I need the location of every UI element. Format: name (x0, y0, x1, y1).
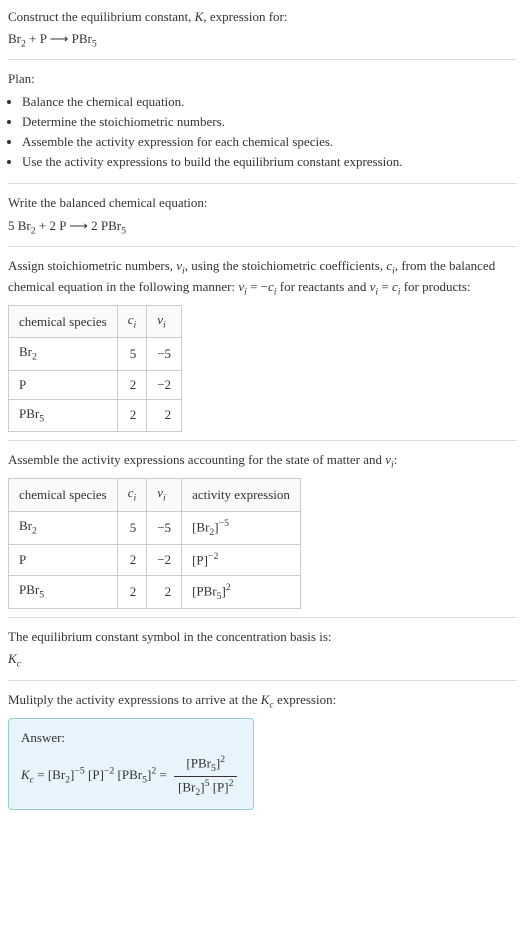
col-species: chemical species (9, 306, 118, 338)
cell-ci: 5 (117, 338, 147, 370)
activity-intro: Assemble the activity expressions accoun… (8, 451, 517, 472)
cell-vi: 2 (147, 399, 182, 431)
multiply-section: Mulitply the activity expressions to arr… (8, 691, 517, 819)
ksymbol-section: The equilibrium constant symbol in the c… (8, 628, 517, 680)
cell-species: PBr5 (9, 575, 118, 609)
answer-denominator: [Br2]5 [P]2 (174, 777, 237, 800)
cell-ci: 2 (117, 399, 147, 431)
header-line1: Construct the equilibrium constant, K, e… (8, 8, 517, 26)
plan-section: Plan: Balance the chemical equation. Det… (8, 70, 517, 184)
header-section: Construct the equilibrium constant, K, e… (8, 8, 517, 60)
stoich-table: chemical species ci νi Br2 5 −5 P 2 −2 P… (8, 305, 182, 432)
cell-ci: 5 (117, 511, 147, 545)
cell-species: Br2 (9, 338, 118, 370)
cell-vi: −5 (147, 511, 182, 545)
cell-vi: −2 (147, 370, 182, 399)
table-row: PBr5 2 2 (9, 399, 182, 431)
unbalanced-equation: Br2 + P ⟶ PBr5 (8, 30, 517, 51)
answer-label: Answer: (21, 729, 241, 747)
table-row: Br2 5 −5 [Br2]−5 (9, 511, 301, 545)
cell-species: P (9, 545, 118, 576)
cell-species: Br2 (9, 511, 118, 545)
answer-equation: Kc = [Br2]−5 [P]−2 [PBr5]2 = [PBr5]2[Br2… (21, 753, 241, 799)
col-activity: activity expression (182, 479, 301, 511)
activity-table: chemical species ci νi activity expressi… (8, 478, 301, 609)
answer-lhs: Kc = [Br2]−5 [P]−2 [PBr5]2 = (21, 767, 170, 782)
col-vi: νi (147, 479, 182, 511)
answer-fraction: [PBr5]2[Br2]5 [P]2 (174, 753, 237, 799)
cell-species: PBr5 (9, 399, 118, 431)
col-vi: νi (147, 306, 182, 338)
table-row: P 2 −2 (9, 370, 182, 399)
cell-activity: [PBr5]2 (182, 575, 301, 609)
cell-species: P (9, 370, 118, 399)
cell-vi: −5 (147, 338, 182, 370)
balanced-section: Write the balanced chemical equation: 5 … (8, 194, 517, 246)
answer-numerator: [PBr5]2 (174, 753, 237, 777)
activity-section: Assemble the activity expressions accoun… (8, 451, 517, 618)
cell-vi: −2 (147, 545, 182, 576)
cell-ci: 2 (117, 575, 147, 609)
cell-activity: [Br2]−5 (182, 511, 301, 545)
stoich-intro: Assign stoichiometric numbers, νi, using… (8, 257, 517, 299)
plan-list: Balance the chemical equation. Determine… (8, 93, 517, 172)
cell-ci: 2 (117, 545, 147, 576)
table-row: P 2 −2 [P]−2 (9, 545, 301, 576)
cell-vi: 2 (147, 575, 182, 609)
table-row: PBr5 2 2 [PBr5]2 (9, 575, 301, 609)
col-ci: ci (117, 306, 147, 338)
plan-title: Plan: (8, 70, 517, 88)
cell-ci: 2 (117, 370, 147, 399)
col-species: chemical species (9, 479, 118, 511)
ksymbol-value: Kc (8, 650, 517, 671)
ksymbol-line: The equilibrium constant symbol in the c… (8, 628, 517, 646)
stoich-section: Assign stoichiometric numbers, νi, using… (8, 257, 517, 441)
plan-item: Use the activity expressions to build th… (22, 153, 517, 171)
plan-item: Assemble the activity expression for eac… (22, 133, 517, 151)
cell-activity: [P]−2 (182, 545, 301, 576)
plan-item: Determine the stoichiometric numbers. (22, 113, 517, 131)
table-row: Br2 5 −5 (9, 338, 182, 370)
answer-box: Answer: Kc = [Br2]−5 [P]−2 [PBr5]2 = [PB… (8, 718, 254, 810)
col-ci: ci (117, 479, 147, 511)
plan-item: Balance the chemical equation. (22, 93, 517, 111)
balanced-equation: 5 Br2 + 2 P ⟶ 2 PBr5 (8, 217, 517, 238)
multiply-line: Mulitply the activity expressions to arr… (8, 691, 517, 712)
balanced-title: Write the balanced chemical equation: (8, 194, 517, 212)
